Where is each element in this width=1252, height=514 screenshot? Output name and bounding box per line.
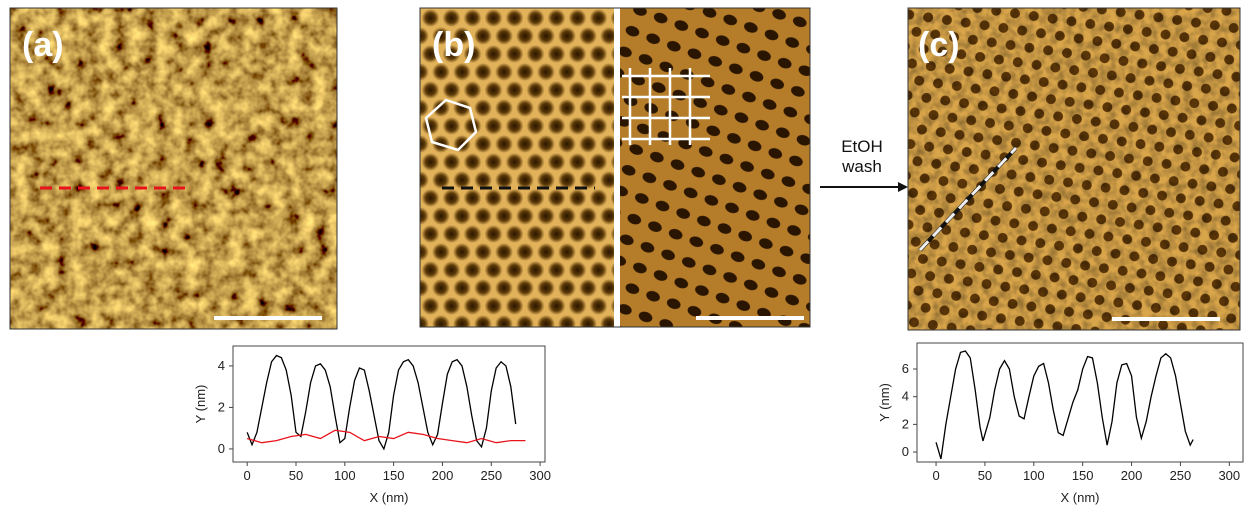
figure: (a) (b) EtOH wash (c) 050100150200250300… [0, 0, 1252, 514]
x-tick-label: 100 [334, 468, 356, 483]
x-tick-label: 0 [932, 468, 939, 483]
arrow-head [898, 182, 908, 192]
y-tick-label: 6 [902, 361, 909, 376]
x-tick-label: 200 [1121, 468, 1143, 483]
x-tick-label: 250 [480, 468, 502, 483]
y-tick-label: 0 [218, 441, 225, 456]
x-tick-label: 150 [383, 468, 405, 483]
x-axis-label: X (nm) [1061, 490, 1100, 505]
x-tick-label: 100 [1023, 468, 1045, 483]
x-tick-label: 0 [244, 468, 251, 483]
panel-label: (a) [22, 26, 64, 64]
y-tick-label: 4 [902, 389, 909, 404]
profile-line [247, 356, 516, 449]
panel-label: (b) [432, 26, 475, 64]
profiles: 0 50 100 150 200 250 300 0 2 4 X (nm) Y (nm) 0 50 100 1… [193, 343, 1243, 505]
x-tick-label: 150 [1072, 468, 1094, 483]
plot-frame [233, 346, 545, 462]
y-tick-label: 2 [902, 416, 909, 431]
arrow-label: EtOH [841, 137, 883, 156]
x-tick-label: 300 [529, 468, 551, 483]
x-tick-label: 300 [1218, 468, 1240, 483]
x-tick-label: 50 [289, 468, 303, 483]
afm-image-b: (b) [420, 8, 810, 327]
panel-label: (c) [918, 26, 960, 64]
x-tick-label: 50 [978, 468, 992, 483]
afm-image-c: (c) [908, 8, 1240, 330]
y-tick-label: 4 [218, 358, 225, 373]
arrow-label: wash [841, 157, 882, 176]
plot-frame [917, 343, 1243, 462]
afm-image-a: (a) [10, 8, 337, 329]
x-tick-label: 250 [1170, 468, 1192, 483]
y-tick-label: 0 [902, 444, 909, 459]
x-tick-label: 200 [432, 468, 454, 483]
y-axis-label: Y (nm) [877, 383, 892, 422]
y-tick-label: 2 [218, 399, 225, 414]
x-axis-label: X (nm) [370, 490, 409, 505]
profile-line [936, 351, 1193, 459]
y-axis-label: Y (nm) [193, 385, 208, 424]
